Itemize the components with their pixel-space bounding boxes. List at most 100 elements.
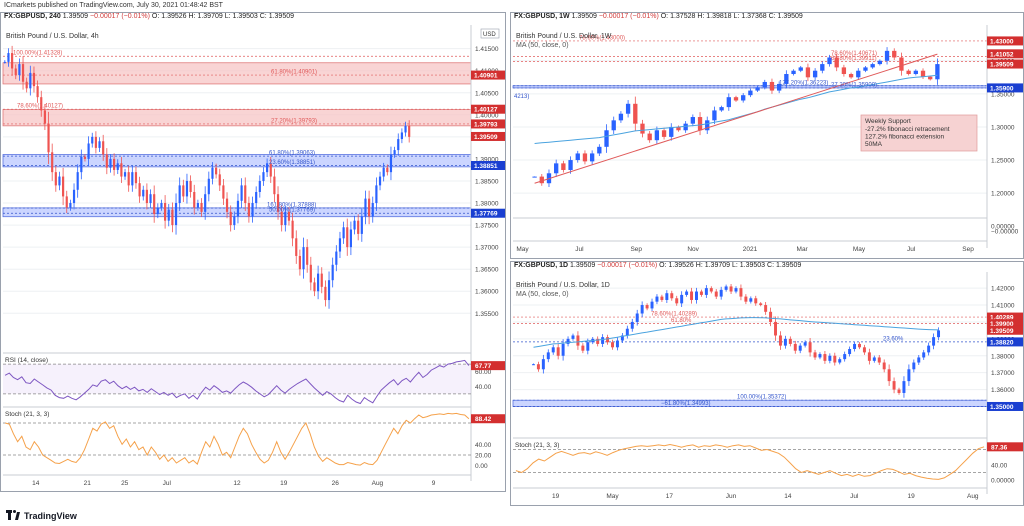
candle-body xyxy=(546,352,550,360)
candle-body xyxy=(127,172,130,186)
candle-body xyxy=(131,172,134,186)
price-tag xyxy=(987,312,1023,322)
chart-daily-canvas[interactable]: 1.420001.410001.400001.390001.380001.370… xyxy=(511,262,1024,506)
candle-body xyxy=(171,209,174,226)
candle-body xyxy=(153,194,156,215)
fib-zone xyxy=(2,62,472,85)
y-tick-label: 40.00 xyxy=(991,462,1008,469)
chart-weekly-panel[interactable]: FX:GBPUSD, 1W 1.39509 −0.00017 (−0.01%) … xyxy=(510,12,1024,259)
candle-body xyxy=(353,220,356,230)
candle-body xyxy=(685,291,689,295)
candle-body xyxy=(843,354,847,360)
y-tick-label: 1.39000 xyxy=(475,156,499,163)
candle-body xyxy=(724,286,728,290)
x-tick-label: 14 xyxy=(784,493,792,500)
candle-body xyxy=(58,176,61,186)
candle-body xyxy=(229,211,232,226)
price-tag xyxy=(471,208,505,218)
candle-body xyxy=(120,163,123,177)
candle-body xyxy=(531,364,535,366)
oscillator-line xyxy=(4,412,470,466)
chart-4h-panel[interactable]: FX:GBPUSD, 240 1.39509 −0.00017 (−0.01%)… xyxy=(0,12,506,492)
candle-body xyxy=(14,68,17,76)
y-tick-label: 1.38000 xyxy=(991,353,1015,360)
candle-body xyxy=(338,238,342,252)
candle-body xyxy=(582,153,588,162)
ma-indicator-label: MA (50, close, 0) xyxy=(516,42,569,49)
x-tick-label: 2021 xyxy=(743,246,758,253)
last-price: 1.39509 xyxy=(62,13,89,20)
candle-body xyxy=(102,141,105,155)
open-value: O: 1.37528 xyxy=(660,13,696,20)
candle-body xyxy=(917,357,921,363)
candle-body xyxy=(604,130,609,147)
y-tick-label: 1.41500 xyxy=(475,46,499,53)
high-value: H: 1.39818 xyxy=(697,13,732,20)
candle-body xyxy=(606,337,610,343)
y-tick-label: 40.00 xyxy=(475,384,492,391)
candle-body xyxy=(877,357,881,363)
x-tick-label: Aug xyxy=(967,493,979,500)
chart-4h-title: British Pound / U.S. Dollar, 4h xyxy=(6,33,99,40)
fib-zone xyxy=(2,109,472,127)
price-tag xyxy=(987,59,1023,69)
candle-body xyxy=(798,345,802,351)
candle-body xyxy=(650,301,654,309)
price-tag xyxy=(471,131,505,141)
candle-body xyxy=(709,288,713,292)
candle-body xyxy=(306,247,309,265)
candle-body xyxy=(276,194,280,212)
tradingview-logo[interactable]: TradingView xyxy=(6,510,77,521)
candle-body xyxy=(764,305,768,312)
fib-level-label: 27.20%(1.35900) xyxy=(831,82,877,88)
fib-level-label: 100.00%(1.35372) xyxy=(737,395,786,401)
candle-body xyxy=(714,291,718,297)
fib-level-label: 4213) xyxy=(514,94,529,100)
candle-body xyxy=(116,163,119,170)
price-tag xyxy=(471,160,505,170)
candle-body xyxy=(371,203,374,217)
price-tag-label: 1.38820 xyxy=(990,339,1014,346)
candle-body xyxy=(109,158,112,168)
chart-4h-header: FX:GBPUSD, 240 1.39509 −0.00017 (−0.01%)… xyxy=(4,13,294,20)
chart-weekly-canvas[interactable]: 1.400001.350001.300001.250001.2000078.60… xyxy=(511,13,1024,259)
candle-body xyxy=(32,72,36,87)
candle-body xyxy=(382,167,385,177)
price-tag-label: 1.39900 xyxy=(990,321,1014,328)
candle-body xyxy=(661,130,667,137)
y-tick-label: 0.00 xyxy=(475,463,488,470)
y-tick-label: 60.00 xyxy=(475,369,492,376)
chart-daily-header: FX:GBPUSD, 1D 1.39509 −0.00017 (−0.01%) … xyxy=(514,262,801,269)
candle-body xyxy=(291,220,294,239)
price-tag-label: 1.37769 xyxy=(474,211,498,218)
y-tick-label: 1.41000 xyxy=(991,303,1015,310)
fib-level-label: 100.00%(1.41328) xyxy=(13,51,62,57)
band-fill xyxy=(3,364,471,394)
candle-body xyxy=(697,117,703,131)
price-change: −0.00017 (−0.01%) xyxy=(598,13,659,20)
candle-body xyxy=(207,178,210,195)
candle-body xyxy=(813,352,817,358)
candle-body xyxy=(625,103,631,114)
chart-4h-canvas[interactable]: 1.415001.410001.405001.400001.395001.390… xyxy=(1,13,506,492)
candle-body xyxy=(215,167,218,175)
ma-line xyxy=(534,74,938,144)
candle-body xyxy=(349,229,352,248)
oscillator-value-tag xyxy=(471,361,505,371)
candle-body xyxy=(324,286,327,301)
candle-body xyxy=(7,53,10,62)
candle-body xyxy=(823,354,827,361)
chart-daily-panel[interactable]: FX:GBPUSD, 1D 1.39509 −0.00017 (−0.01%) … xyxy=(510,261,1024,506)
candle-body xyxy=(647,133,652,141)
candle-body xyxy=(18,64,21,76)
oscillator-value-label: 88.42 xyxy=(475,416,492,423)
candle-body xyxy=(870,64,875,68)
price-tag-label: 1.38851 xyxy=(474,163,498,170)
y-tick-label: 1.38000 xyxy=(475,201,499,208)
candle-body xyxy=(554,163,559,174)
price-tag-label: 1.39793 xyxy=(474,121,498,128)
candle-body xyxy=(586,342,590,351)
y-tick-label: 1.37500 xyxy=(475,223,499,230)
candle-body xyxy=(611,120,616,131)
price-tag xyxy=(987,49,1023,59)
